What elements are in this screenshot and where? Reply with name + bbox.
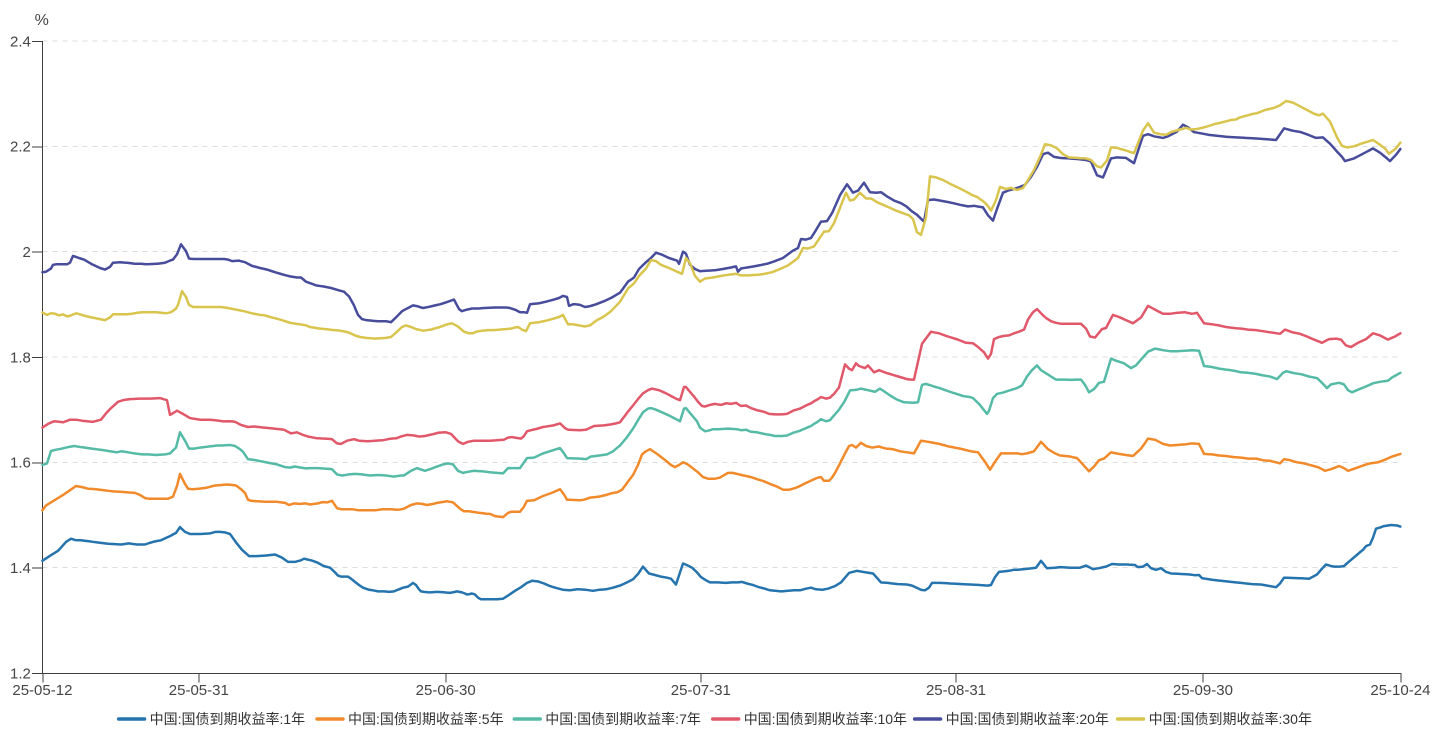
- svg-text:1.4: 1.4: [10, 560, 31, 577]
- svg-text:25-10-24: 25-10-24: [1370, 682, 1430, 699]
- svg-text:2.2: 2.2: [10, 139, 31, 156]
- svg-text:中国:国债到期收益率:5年: 中国:国债到期收益率:5年: [348, 711, 504, 727]
- svg-text:%: %: [35, 12, 49, 29]
- svg-text:中国:国债到期收益率:7年: 中国:国债到期收益率:7年: [545, 711, 701, 727]
- svg-text:中国:国债到期收益率:10年: 中国:国债到期收益率:10年: [744, 711, 907, 727]
- svg-text:25-09-30: 25-09-30: [1173, 682, 1233, 699]
- svg-text:1.8: 1.8: [10, 349, 31, 366]
- svg-text:2.4: 2.4: [10, 33, 31, 50]
- svg-text:25-05-31: 25-05-31: [169, 682, 229, 699]
- svg-text:1.6: 1.6: [10, 455, 31, 472]
- svg-text:25-08-31: 25-08-31: [926, 682, 986, 699]
- svg-text:25-07-31: 25-07-31: [671, 682, 731, 699]
- svg-text:中国:国债到期收益率:1年: 中国:国债到期收益率:1年: [150, 711, 306, 727]
- svg-text:中国:国债到期收益率:30年: 中国:国债到期收益率:30年: [1149, 711, 1312, 727]
- svg-text:中国:国债到期收益率:20年: 中国:国债到期收益率:20年: [946, 711, 1109, 727]
- svg-text:1.2: 1.2: [10, 665, 31, 682]
- svg-text:2: 2: [23, 244, 31, 261]
- svg-text:25-05-12: 25-05-12: [12, 682, 72, 699]
- svg-text:25-06-30: 25-06-30: [416, 682, 476, 699]
